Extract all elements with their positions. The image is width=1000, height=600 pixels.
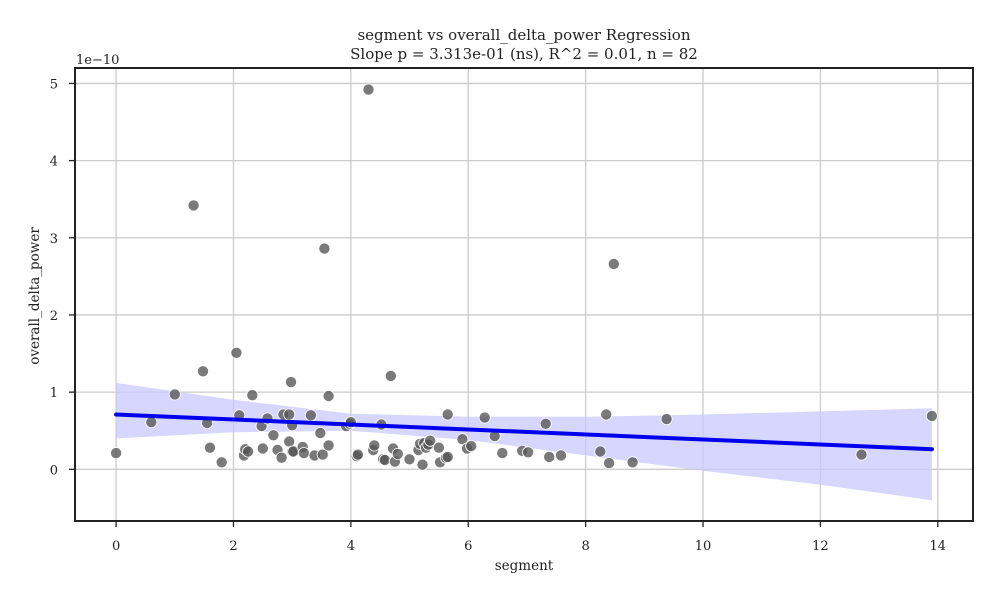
y-tick-label: 1 <box>50 386 58 401</box>
data-point <box>416 458 429 471</box>
data-point <box>391 447 404 460</box>
data-point <box>378 453 391 466</box>
data-point <box>304 409 317 422</box>
regression-line <box>114 412 934 452</box>
y-tick-label: 0 <box>50 463 58 478</box>
data-point <box>660 413 673 426</box>
data-point <box>539 417 552 430</box>
data-point <box>203 441 216 454</box>
data-point <box>267 429 280 442</box>
y-tick-label: 3 <box>50 232 58 247</box>
data-point <box>283 435 296 448</box>
grid <box>75 68 973 521</box>
y-axis-ticks: 0 1 2 3 4 5 <box>50 77 75 478</box>
data-point <box>465 440 478 453</box>
chart-subtitle: Slope p = 3.313e-01 (ns), R^2 = 0.01, n … <box>350 45 698 63</box>
plot-frame <box>74 67 974 522</box>
data-point <box>403 453 416 466</box>
data-point <box>362 83 375 96</box>
data-point <box>441 408 454 421</box>
data-point <box>246 389 259 402</box>
data-point <box>626 456 639 469</box>
data-point <box>322 439 335 452</box>
y-tick-label: 5 <box>50 77 58 92</box>
x-tick-label: 8 <box>581 539 589 554</box>
data-point <box>284 376 297 389</box>
x-tick-label: 4 <box>347 539 355 554</box>
data-point <box>351 448 364 461</box>
data-point <box>283 408 296 421</box>
data-point <box>855 448 868 461</box>
data-point <box>925 409 938 422</box>
data-point <box>322 389 335 402</box>
y-axis-label: overall_delta_power <box>27 227 43 365</box>
data-point <box>441 450 454 463</box>
data-point <box>424 434 437 447</box>
data-point <box>318 242 331 255</box>
data-point <box>603 457 616 470</box>
data-point <box>215 456 228 469</box>
x-tick-label: 2 <box>229 539 237 554</box>
data-point <box>168 388 181 401</box>
x-tick-label: 6 <box>464 539 472 554</box>
data-point <box>522 446 535 459</box>
data-point <box>607 257 620 270</box>
x-tick-label: 14 <box>930 539 947 554</box>
chart-title: segment vs overall_delta_power Regressio… <box>357 26 690 44</box>
data-point <box>496 447 509 460</box>
data-points <box>110 83 938 471</box>
x-tick-label: 10 <box>695 539 712 554</box>
data-point <box>432 441 445 454</box>
y-offset-label: 1e−10 <box>76 53 119 68</box>
data-point <box>478 411 491 424</box>
data-point <box>600 408 613 421</box>
data-point <box>145 416 158 429</box>
data-point <box>110 447 123 460</box>
y-tick-label: 2 <box>50 309 58 324</box>
data-point <box>316 448 329 461</box>
data-point <box>256 442 269 455</box>
data-point <box>242 445 255 458</box>
data-point <box>275 451 288 464</box>
x-axis-ticks: 0 2 4 6 8 10 12 14 <box>112 521 946 554</box>
x-tick-label: 0 <box>112 539 120 554</box>
data-point <box>594 445 607 458</box>
data-point <box>384 369 397 382</box>
confidence-band <box>116 382 932 501</box>
data-point <box>196 365 209 378</box>
data-point <box>230 346 243 359</box>
x-axis-label: segment <box>495 558 554 574</box>
y-tick-label: 4 <box>50 155 58 170</box>
data-point <box>187 199 200 212</box>
data-point <box>368 439 381 452</box>
data-point <box>543 450 556 463</box>
data-point <box>314 426 327 439</box>
data-point <box>555 449 568 462</box>
data-point <box>297 447 310 460</box>
x-tick-label: 12 <box>812 539 829 554</box>
